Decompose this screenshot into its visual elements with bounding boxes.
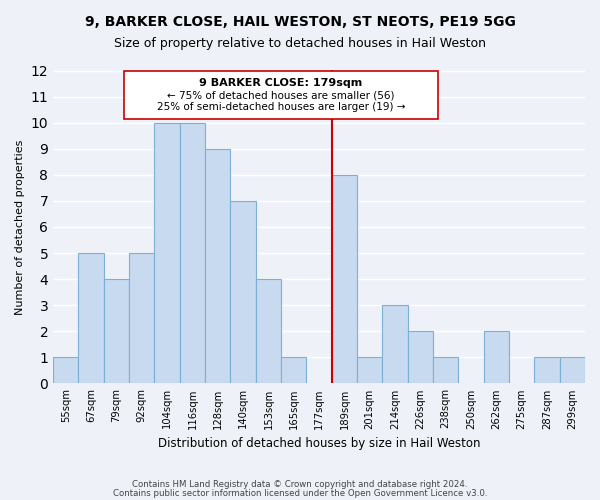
- Bar: [256, 279, 281, 384]
- Text: Contains public sector information licensed under the Open Government Licence v3: Contains public sector information licen…: [113, 489, 487, 498]
- Text: 9 BARKER CLOSE: 179sqm: 9 BARKER CLOSE: 179sqm: [199, 78, 363, 88]
- X-axis label: Distribution of detached houses by size in Hail Weston: Distribution of detached houses by size …: [158, 437, 481, 450]
- Bar: [230, 201, 256, 384]
- Bar: [332, 175, 357, 384]
- Y-axis label: Number of detached properties: Number of detached properties: [15, 140, 25, 314]
- Bar: [154, 122, 180, 384]
- Text: 9, BARKER CLOSE, HAIL WESTON, ST NEOTS, PE19 5GG: 9, BARKER CLOSE, HAIL WESTON, ST NEOTS, …: [85, 15, 515, 29]
- FancyBboxPatch shape: [124, 70, 438, 118]
- Bar: [560, 358, 585, 384]
- Bar: [535, 358, 560, 384]
- Text: ← 75% of detached houses are smaller (56): ← 75% of detached houses are smaller (56…: [167, 91, 395, 101]
- Bar: [484, 332, 509, 384]
- Bar: [104, 279, 129, 384]
- Bar: [433, 358, 458, 384]
- Bar: [53, 358, 79, 384]
- Bar: [205, 148, 230, 384]
- Text: 25% of semi-detached houses are larger (19) →: 25% of semi-detached houses are larger (…: [157, 102, 406, 113]
- Bar: [180, 122, 205, 384]
- Bar: [281, 358, 307, 384]
- Bar: [382, 305, 408, 384]
- Bar: [408, 332, 433, 384]
- Text: Size of property relative to detached houses in Hail Weston: Size of property relative to detached ho…: [114, 38, 486, 51]
- Bar: [129, 253, 154, 384]
- Bar: [79, 253, 104, 384]
- Text: Contains HM Land Registry data © Crown copyright and database right 2024.: Contains HM Land Registry data © Crown c…: [132, 480, 468, 489]
- Bar: [357, 358, 382, 384]
